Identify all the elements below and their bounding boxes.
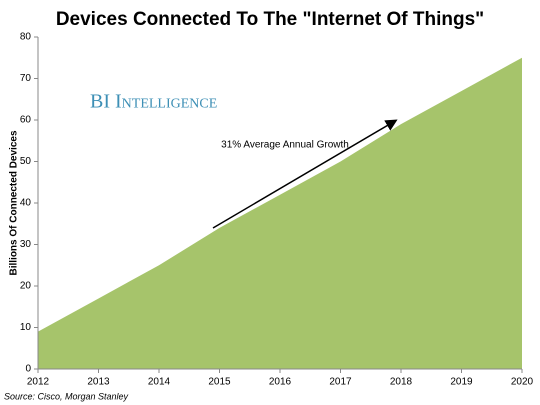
x-tick-label: 2014 xyxy=(148,377,171,388)
x-tick-label: 2012 xyxy=(27,377,50,388)
y-tick-label: 30 xyxy=(20,239,32,250)
chart-title: Devices Connected To The "Internet Of Th… xyxy=(56,9,484,30)
x-tick-label: 2016 xyxy=(269,377,292,388)
x-tick-label: 2015 xyxy=(208,377,231,388)
x-tick-label: 2018 xyxy=(390,377,413,388)
watermark: BI Intelligence xyxy=(90,91,217,113)
y-tick-label: 60 xyxy=(20,115,32,126)
area xyxy=(38,57,522,369)
y-tick-label: 20 xyxy=(20,281,32,292)
y-tick-label: 0 xyxy=(25,364,31,375)
y-tick-label: 40 xyxy=(20,198,32,209)
x-tick-label: 2020 xyxy=(511,377,534,388)
x-tick-label: 2013 xyxy=(87,377,110,388)
y-tick-label: 80 xyxy=(20,32,32,43)
growth-arrow xyxy=(212,119,398,229)
y-tick-label: 70 xyxy=(20,73,32,84)
source: Source: Cisco, Morgan Stanley xyxy=(4,391,129,401)
x-tick-label: 2017 xyxy=(329,377,352,388)
y-tick-label: 10 xyxy=(20,322,32,333)
annotation: 31% Average Annual Growth xyxy=(221,140,349,151)
y-axis-label: Billions Of Connected Devices xyxy=(9,130,20,275)
x-tick-label: 2019 xyxy=(450,377,473,388)
y-tick-label: 50 xyxy=(20,156,32,167)
